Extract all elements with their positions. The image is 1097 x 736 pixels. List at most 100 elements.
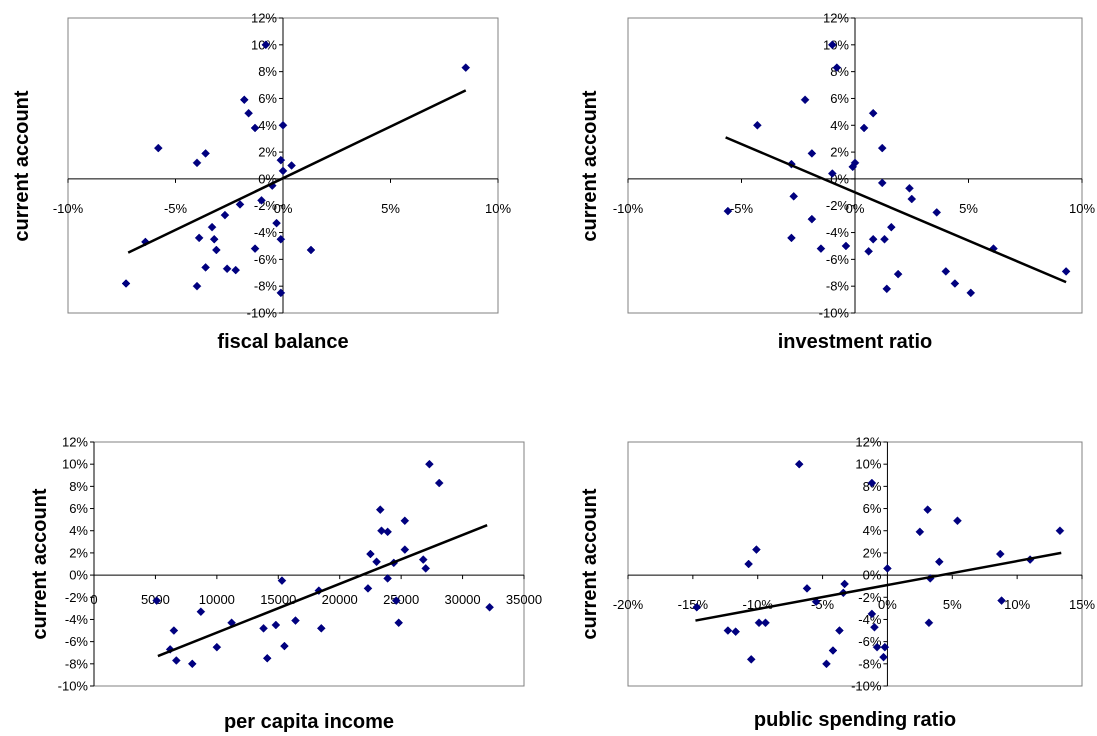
- data-point: [244, 108, 253, 118]
- y-tick-label: 4%: [830, 118, 849, 133]
- data-point: [400, 545, 410, 554]
- data-point: [761, 618, 770, 628]
- y-tick-label: -2%: [858, 590, 882, 605]
- x-tick-label: 0%: [274, 201, 293, 216]
- x-axis-title: investment ratio: [777, 331, 933, 353]
- data-point: [953, 516, 962, 526]
- data-point: [316, 623, 326, 633]
- y-tick-label: 10%: [855, 457, 881, 472]
- data-point: [277, 576, 287, 585]
- data-point: [276, 288, 286, 298]
- data-point: [250, 244, 260, 253]
- x-tick-label: 25000: [383, 592, 419, 607]
- plot-svg: -10%-8%-6%-4%-2%0%2%4%6%8%10%12%-10%-5%0…: [579, 11, 1095, 321]
- data-point: [291, 616, 300, 625]
- y-tick-label: -6%: [254, 252, 278, 267]
- data-point: [201, 149, 210, 158]
- data-point: [220, 210, 230, 220]
- data-point: [859, 123, 869, 133]
- y-tick-label: -8%: [254, 279, 278, 294]
- data-point: [832, 63, 842, 72]
- data-point: [1055, 526, 1065, 536]
- x-tick-label: 20000: [322, 592, 358, 607]
- data-point: [882, 284, 892, 294]
- data-point: [372, 557, 381, 567]
- x-tick-label: 35000: [506, 592, 542, 607]
- x-tick-label: 10%: [485, 201, 511, 216]
- data-point: [850, 158, 860, 168]
- data-point: [915, 527, 925, 537]
- data-point: [923, 505, 932, 515]
- data-point: [276, 234, 286, 244]
- data-point: [966, 288, 976, 298]
- x-tick-label: -10%: [613, 201, 644, 216]
- x-tick-label: 10%: [1004, 597, 1030, 612]
- y-tick-label: -2%: [65, 590, 89, 605]
- data-point: [864, 246, 873, 256]
- y-axis-title: current account: [579, 488, 601, 639]
- y-tick-label: 12%: [855, 435, 881, 450]
- data-point: [383, 527, 392, 537]
- data-point: [877, 178, 887, 188]
- data-point: [872, 642, 882, 652]
- data-point: [744, 559, 753, 569]
- data-point: [209, 234, 219, 244]
- data-point: [816, 244, 826, 253]
- x-tick-label: 5%: [959, 201, 978, 216]
- data-point: [841, 241, 851, 251]
- x-tick-label: 5%: [943, 597, 962, 612]
- data-point: [262, 653, 272, 663]
- data-point: [418, 555, 428, 564]
- data-point: [868, 234, 878, 244]
- data-point: [905, 183, 914, 193]
- x-axis-title: fiscal balance: [217, 331, 349, 353]
- y-tick-label: 4%: [863, 523, 882, 538]
- data-point: [196, 607, 206, 617]
- data-point: [723, 626, 733, 635]
- y-tick-label: 0%: [69, 568, 88, 583]
- data-point: [192, 281, 202, 291]
- y-tick-label: 4%: [69, 523, 88, 538]
- x-tick-label: -5%: [730, 201, 754, 216]
- y-tick-label: 12%: [62, 435, 88, 450]
- data-point: [893, 269, 903, 279]
- data-point: [271, 620, 281, 630]
- data-point: [807, 149, 817, 158]
- data-point: [239, 95, 249, 105]
- y-tick-label: 10%: [62, 457, 88, 472]
- data-point: [280, 641, 289, 651]
- y-tick-label: -10%: [58, 679, 89, 694]
- data-point: [207, 222, 217, 232]
- data-point: [169, 626, 179, 635]
- data-point: [883, 564, 892, 573]
- data-point: [753, 120, 762, 130]
- data-point: [868, 108, 878, 118]
- data-point: [932, 208, 942, 217]
- x-tick-label: -20%: [613, 597, 644, 612]
- data-point: [807, 214, 817, 224]
- data-point: [924, 618, 934, 628]
- y-tick-label: 0%: [863, 568, 882, 583]
- data-point: [377, 526, 386, 536]
- x-tick-label: 5%: [381, 201, 400, 216]
- data-point: [391, 596, 401, 605]
- data-point: [995, 549, 1005, 559]
- y-tick-label: 2%: [258, 145, 277, 160]
- y-axis-title: current account: [11, 90, 33, 241]
- data-point: [880, 642, 890, 652]
- data-point: [257, 196, 266, 205]
- data-point: [1061, 267, 1071, 276]
- data-point: [870, 622, 879, 632]
- data-point: [794, 459, 804, 469]
- data-point: [171, 656, 181, 665]
- data-point: [201, 263, 210, 272]
- data-point: [278, 120, 288, 130]
- y-tick-label: -6%: [826, 252, 850, 267]
- y-tick-label: 2%: [69, 545, 88, 560]
- data-point: [840, 579, 849, 589]
- x-tick-label: 10000: [199, 592, 235, 607]
- data-point: [880, 234, 889, 244]
- data-point: [867, 478, 877, 488]
- data-point: [153, 143, 163, 153]
